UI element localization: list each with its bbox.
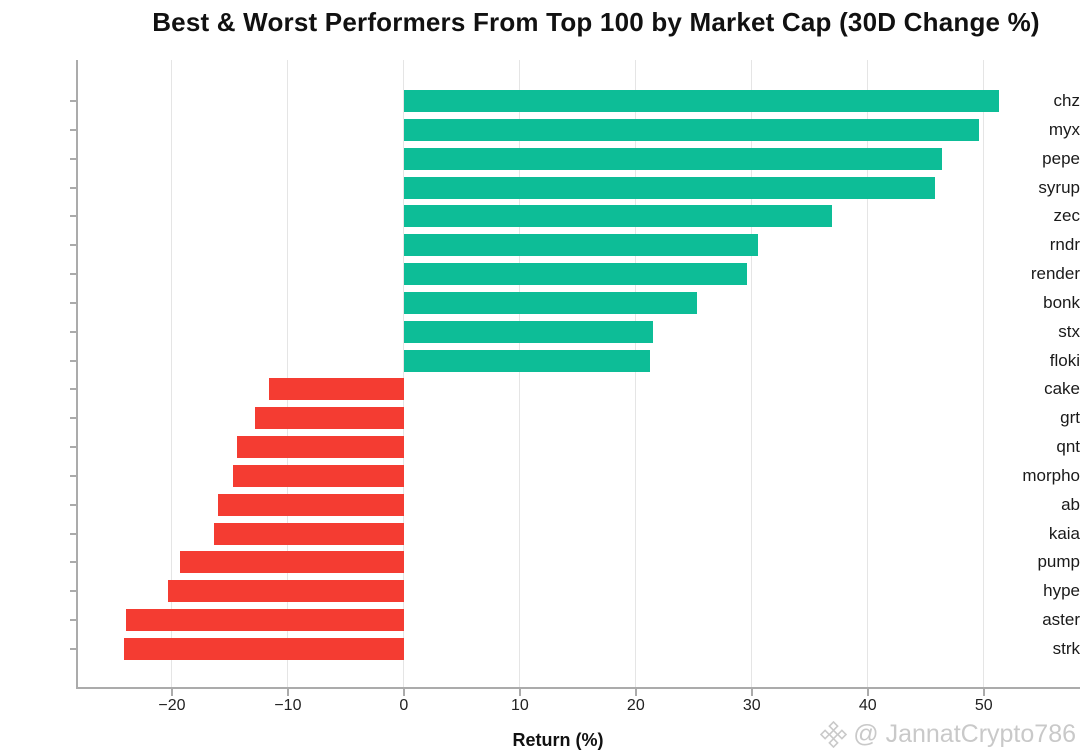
gridline <box>171 60 173 687</box>
y-tick <box>70 388 76 391</box>
y-label-cake: cake <box>1044 379 1080 399</box>
y-label-syrup: syrup <box>1038 177 1080 197</box>
bar-cake <box>269 378 404 401</box>
bar-render <box>403 263 748 286</box>
bar-pump <box>180 551 404 574</box>
gridline <box>519 60 521 687</box>
bar-aster <box>125 609 404 632</box>
y-tick <box>70 619 76 622</box>
chart-title: Best & Worst Performers From Top 100 by … <box>152 7 1040 37</box>
bar-pepe <box>403 147 942 170</box>
x-tick-label: −10 <box>274 697 302 714</box>
gridline <box>751 60 753 687</box>
y-tick <box>70 244 76 247</box>
y-label-pump: pump <box>1037 552 1080 572</box>
x-tick-label: 0 <box>399 697 409 714</box>
y-label-qnt: qnt <box>1056 437 1080 457</box>
watermark-text: @ JannatCrypto786 <box>853 720 1076 748</box>
bar-stx <box>403 320 654 343</box>
y-tick <box>70 561 76 564</box>
y-label-chz: chz <box>1053 91 1080 110</box>
bar-chz <box>403 90 999 112</box>
y-tick <box>70 215 76 218</box>
y-tick <box>70 273 76 276</box>
y-label-myx: myx <box>1048 119 1080 139</box>
gridline <box>287 60 289 687</box>
gridline <box>635 60 637 687</box>
y-label-rndr: rndr <box>1049 235 1080 255</box>
x-tick <box>750 689 753 696</box>
plot-area <box>78 60 1080 687</box>
x-tick <box>402 689 405 696</box>
x-tick <box>982 689 985 696</box>
y-tick <box>70 100 76 102</box>
bar-rndr <box>403 234 758 257</box>
bar-bonk <box>403 291 698 314</box>
y-tick <box>70 301 76 304</box>
y-label-bonk: bonk <box>1043 292 1080 312</box>
y-tick <box>70 128 76 131</box>
y-tick <box>70 446 76 449</box>
bar-syrup <box>403 176 936 199</box>
y-label-floki: floki <box>1049 350 1080 370</box>
bar-qnt <box>236 436 404 459</box>
gridline <box>983 60 985 687</box>
y-tick <box>70 417 76 420</box>
x-axis-label: Return (%) <box>512 730 604 750</box>
y-label-strk: strk <box>1052 638 1080 658</box>
binance-diamond-icon <box>820 721 848 748</box>
x-tick-label: 20 <box>626 697 645 714</box>
y-label-hype: hype <box>1043 581 1080 601</box>
y-tick <box>70 157 76 160</box>
x-tick-label: 40 <box>858 697 877 714</box>
y-label-pepe: pepe <box>1042 148 1080 168</box>
y-label-aster: aster <box>1042 610 1080 630</box>
bar-zec <box>403 205 832 228</box>
y-tick <box>70 590 76 593</box>
x-tick <box>634 689 637 696</box>
y-tick <box>70 532 76 535</box>
y-label-stx: stx <box>1058 321 1080 341</box>
y-axis-spine <box>76 60 78 689</box>
y-label-zec: zec <box>1053 206 1080 226</box>
x-tick <box>286 689 289 696</box>
x-tick <box>170 689 173 696</box>
x-tick-label: 10 <box>510 697 529 714</box>
y-tick <box>70 359 76 362</box>
watermark: @ JannatCrypto786 <box>820 720 1076 749</box>
bar-grt <box>255 407 404 430</box>
bar-strk <box>124 637 404 660</box>
y-tick <box>70 503 76 506</box>
y-label-kaia: kaia <box>1048 523 1080 543</box>
bar-kaia <box>213 522 404 545</box>
x-tick-label: 50 <box>974 697 993 714</box>
y-tick <box>70 647 76 650</box>
y-label-morpho: morpho <box>1022 465 1080 485</box>
y-label-ab: ab <box>1061 494 1080 514</box>
y-tick <box>70 474 76 477</box>
bar-ab <box>218 493 404 516</box>
y-tick <box>70 330 76 333</box>
bar-hype <box>168 580 404 603</box>
gridline <box>403 60 405 687</box>
x-tick-label: 30 <box>742 697 761 714</box>
y-label-render: render <box>1030 264 1080 284</box>
bar-morpho <box>233 464 404 487</box>
y-tick <box>70 186 76 189</box>
x-tick <box>518 689 521 696</box>
x-tick <box>866 689 869 696</box>
x-axis-spine <box>76 687 1080 689</box>
bar-myx <box>403 118 980 141</box>
bar-floki <box>403 349 650 372</box>
y-label-grt: grt <box>1060 408 1080 428</box>
x-tick-label: −20 <box>158 697 186 714</box>
gridline <box>867 60 869 687</box>
